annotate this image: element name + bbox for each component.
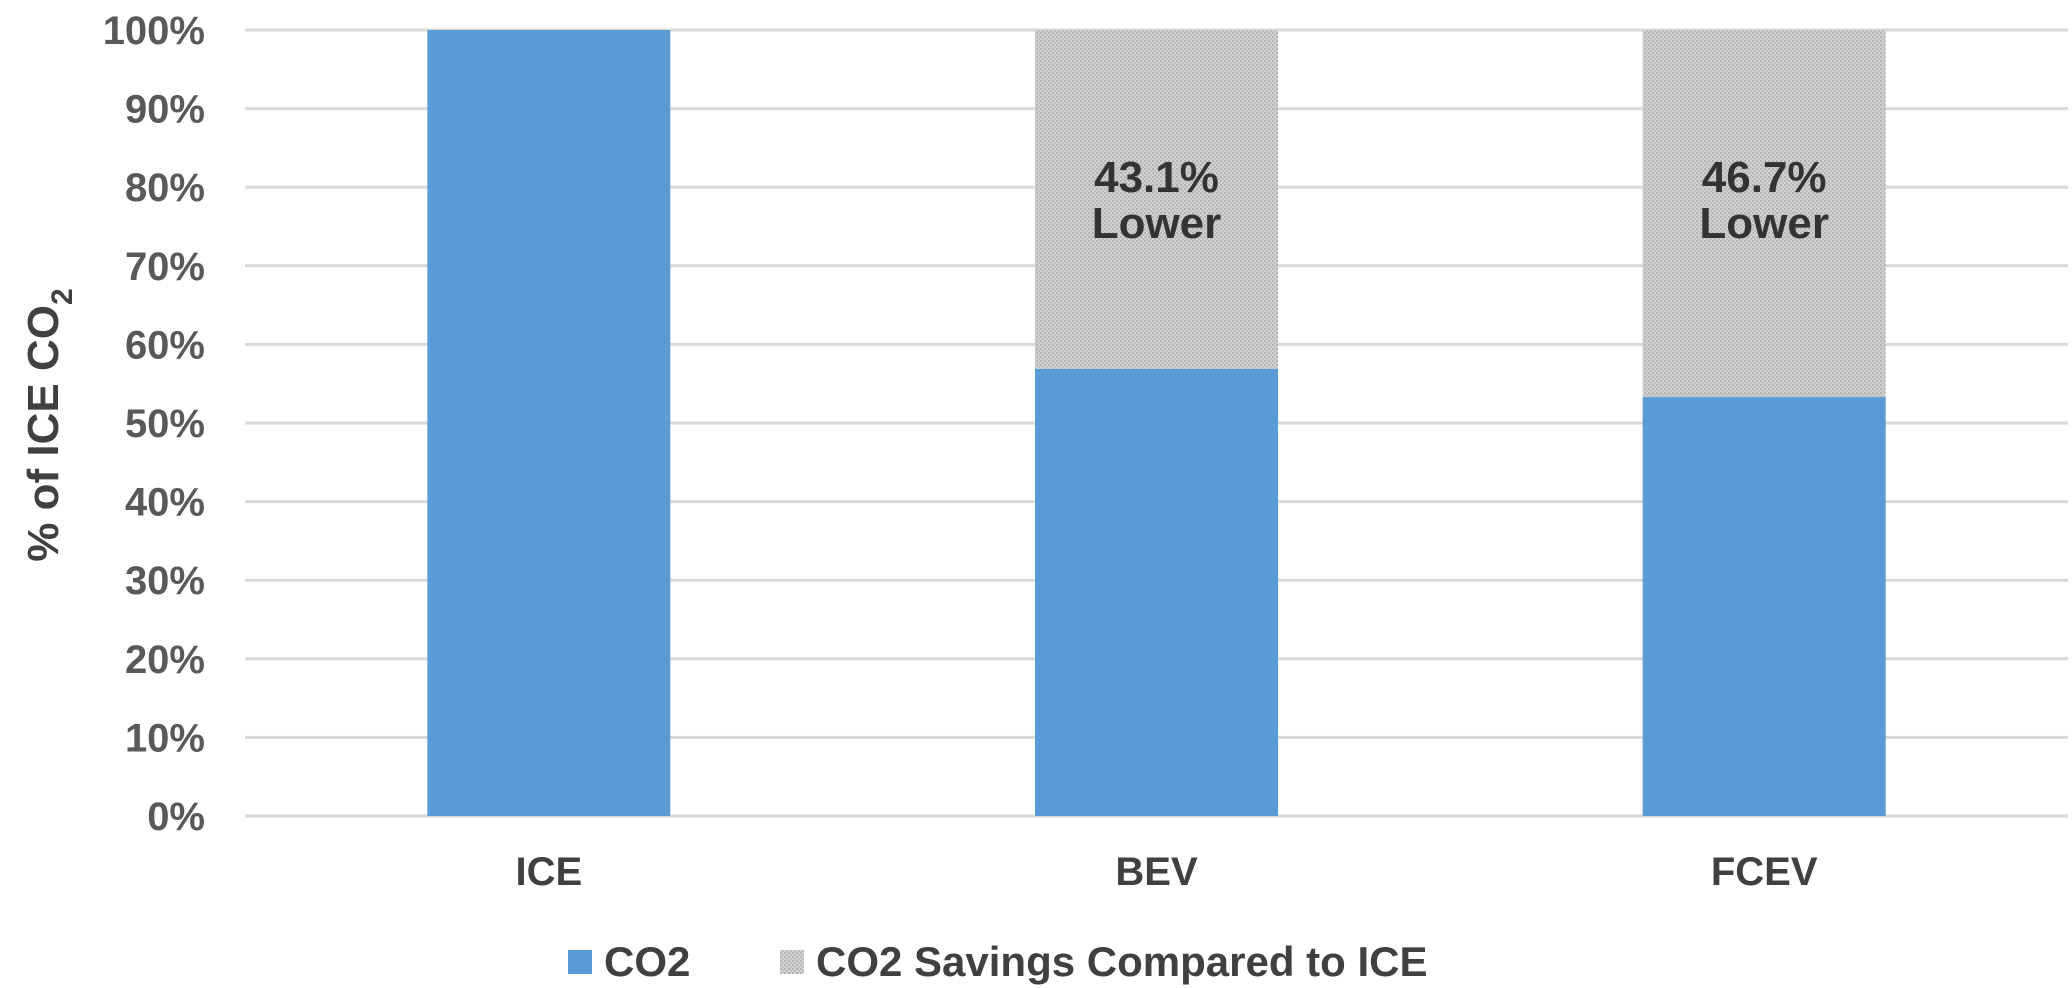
- y-tick-label: 80%: [125, 166, 205, 210]
- x-category-label: BEV: [1115, 850, 1198, 894]
- y-axis-ticks: 0% 10% 20% 30% 40% 50% 60% 70% 80% 90% 100%: [103, 9, 205, 839]
- y-tick-label: 0%: [147, 795, 205, 839]
- legend: CO2 CO2 Savings Compared to ICE: [568, 938, 1427, 985]
- y-tick-label: 60%: [125, 323, 205, 367]
- y-axis-label: % of ICE CO2: [19, 288, 79, 561]
- legend-label: CO2: [604, 938, 690, 985]
- y-tick-label: 20%: [125, 638, 205, 682]
- x-category-label: FCEV: [1711, 850, 1818, 894]
- x-category-label: ICE: [515, 850, 582, 894]
- y-tick-label: 100%: [103, 9, 205, 53]
- bar-ice-co2: [427, 30, 671, 816]
- bar-fcev-savings: [1642, 30, 1886, 398]
- legend-swatch: [780, 950, 804, 974]
- y-tick-label: 10%: [125, 716, 205, 760]
- annotation-percent: 43.1%: [1094, 153, 1219, 202]
- x-axis-categories: ICE BEV FCEV: [515, 850, 1817, 894]
- bar-bev-co2: [1035, 368, 1278, 816]
- legend-label: CO2 Savings Compared to ICE: [816, 938, 1427, 985]
- y-tick-label: 70%: [125, 245, 205, 289]
- y-tick-label: 50%: [125, 402, 205, 446]
- annotation-percent: 46.7%: [1702, 153, 1827, 202]
- bars: [427, 30, 1886, 816]
- annotation-lower: Lower: [1092, 199, 1222, 248]
- bar-fcev-co2: [1642, 397, 1886, 816]
- y-tick-label: 30%: [125, 559, 205, 603]
- y-tick-label: 40%: [125, 481, 205, 525]
- y-tick-label: 90%: [125, 88, 205, 132]
- annotation-lower: Lower: [1699, 199, 1829, 248]
- bar-bev-savings: [1035, 30, 1278, 369]
- legend-swatch: [568, 950, 592, 974]
